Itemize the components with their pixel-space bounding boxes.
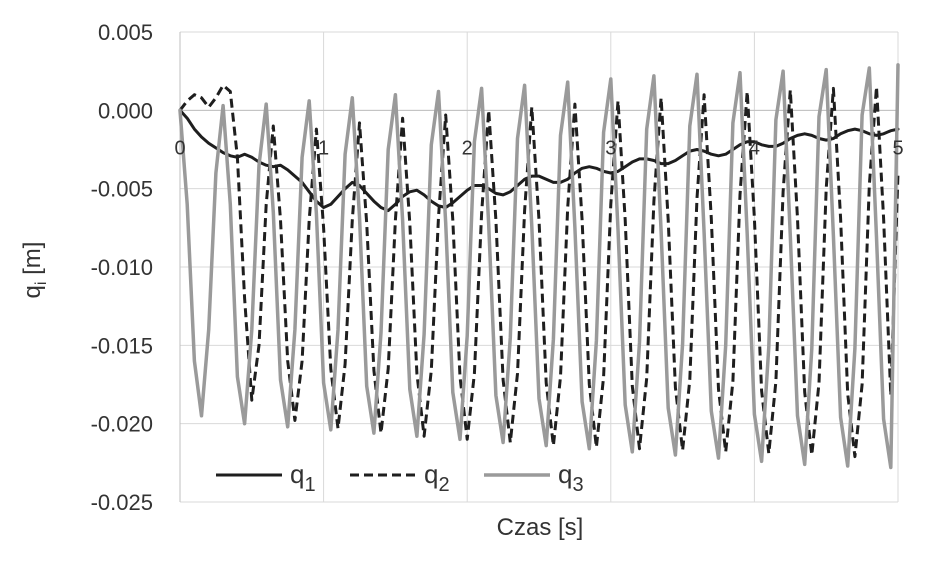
y-axis-label-sub: i — [33, 282, 50, 286]
series-group — [178, 63, 900, 470]
legend-label-base: q — [290, 459, 304, 489]
x-tick-label: 4 — [749, 137, 760, 159]
legend: q1 q2 q3 — [216, 459, 584, 496]
y-tick-label: 0.000 — [98, 98, 153, 123]
x-tick-label: 3 — [605, 137, 616, 159]
y-tick-label: -0.025 — [91, 490, 153, 515]
legend-label-q2: q2 — [424, 459, 450, 496]
x-tick-label: 1 — [318, 137, 329, 159]
legend-label-base: q — [424, 459, 438, 489]
legend-label-sub: 3 — [572, 474, 583, 496]
y-tick-label: 0.005 — [98, 20, 153, 45]
tick-labels: 0 1 2 3 4 5 0.005 0.000 -0.005 -0.010 -0.015 -0.020… — [91, 20, 904, 515]
legend-label-sub: 2 — [438, 474, 449, 496]
y-tick-label: -0.020 — [91, 412, 153, 437]
y-axis-label: qi [m] — [19, 242, 50, 299]
y-axis-label-suffix: [m] — [19, 242, 46, 282]
y-tick-label: -0.015 — [91, 333, 153, 358]
series-line-q2 — [178, 83, 900, 459]
y-axis-label-base: q — [19, 285, 46, 298]
y-tick-label: -0.010 — [91, 255, 153, 280]
x-tick-label: 2 — [462, 137, 473, 159]
x-tick-label: 5 — [892, 137, 903, 159]
legend-label-q1: q1 — [290, 459, 316, 496]
x-axis-label: Czas [s] — [497, 514, 584, 541]
legend-label-sub: 1 — [304, 474, 315, 496]
x-tick-label: 0 — [174, 137, 185, 159]
y-tick-label: -0.005 — [91, 177, 153, 202]
series-line-q3 — [178, 63, 900, 470]
legend-label-base: q — [558, 459, 572, 489]
legend-label-q3: q3 — [558, 459, 584, 496]
